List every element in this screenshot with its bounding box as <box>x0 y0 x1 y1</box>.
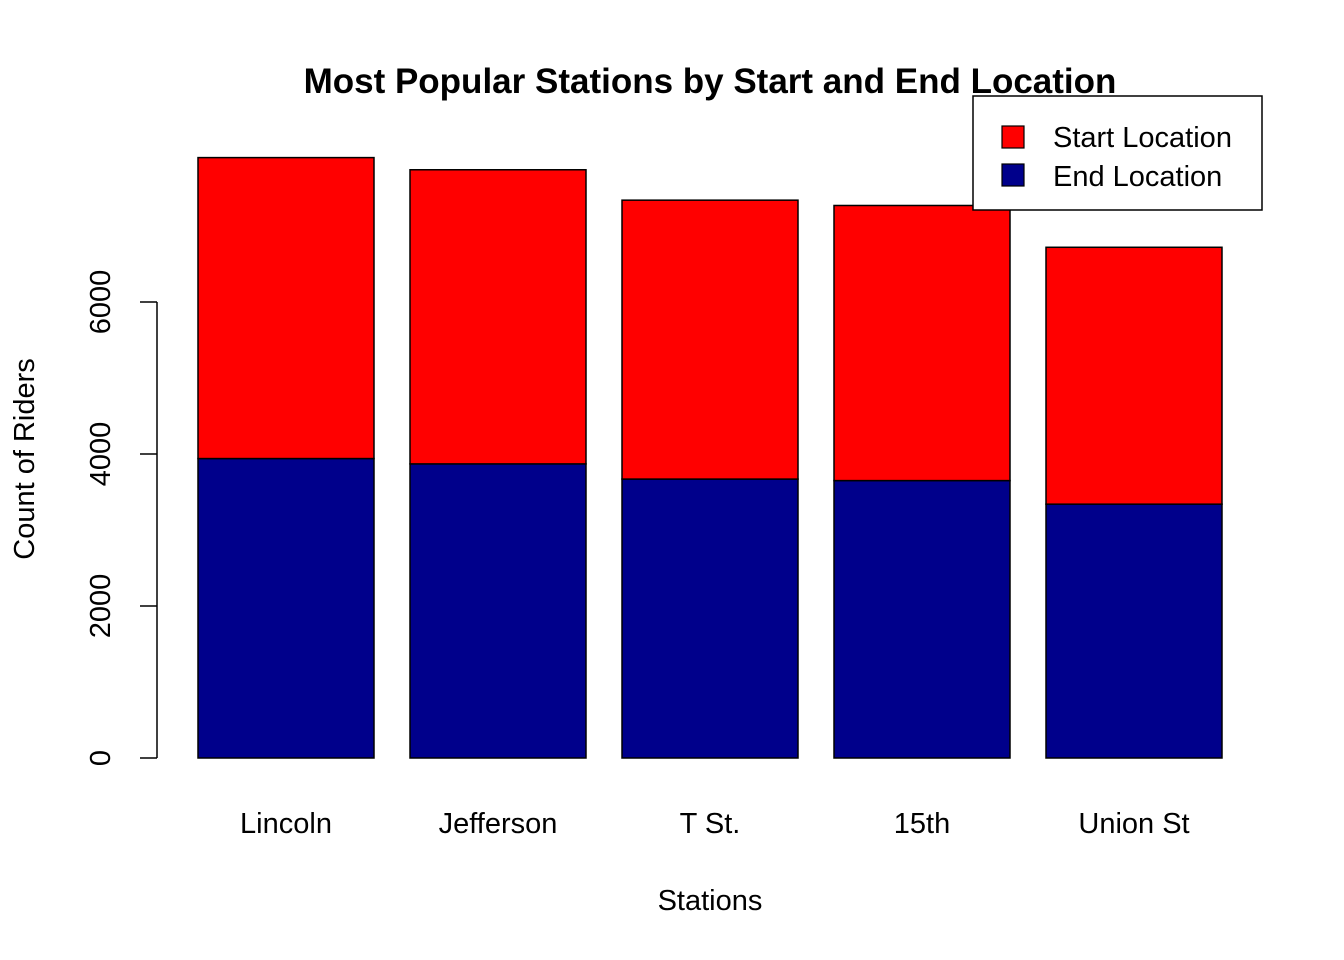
legend: Start Location End Location <box>972 95 1263 211</box>
bar-union-st-end-location <box>1045 503 1223 759</box>
legend-label-start-location: Start Location <box>1053 122 1232 154</box>
x-tick-label: 15th <box>894 808 950 840</box>
y-axis: 0 2000 4000 6000 <box>85 270 158 766</box>
legend-box <box>972 95 1263 211</box>
x-tick-label: Union St <box>1078 808 1189 840</box>
x-axis-title: Stations <box>658 885 763 917</box>
legend-swatch-start-location <box>1001 125 1025 149</box>
x-tick-label: Lincoln <box>240 808 332 840</box>
bar-jefferson-end-location <box>409 463 587 759</box>
bar-lincoln-end-location <box>197 457 375 759</box>
y-tick-label: 0 <box>85 750 117 766</box>
chart-title: Most Popular Stations by Start and End L… <box>304 62 1117 101</box>
bar-jefferson-start-location <box>409 169 587 465</box>
bar-t-st--end-location <box>621 478 799 759</box>
bar-15th-start-location <box>833 204 1011 482</box>
x-tick-label: T St. <box>680 808 741 840</box>
bars-group <box>197 156 1223 759</box>
bar-union-st-start-location <box>1045 246 1223 505</box>
y-axis-title: Count of Riders <box>9 358 41 560</box>
y-tick-label: 4000 <box>85 422 117 487</box>
y-tick-label: 6000 <box>85 270 117 335</box>
x-tick-label: Jefferson <box>439 808 558 840</box>
legend-swatch-end-location <box>1001 163 1025 187</box>
bar-lincoln-start-location <box>197 156 375 460</box>
bar-15th-end-location <box>833 479 1011 759</box>
x-axis-labels: Lincoln Jefferson T St. 15th Union St <box>240 808 1190 840</box>
y-tick-label: 2000 <box>85 574 117 639</box>
legend-label-end-location: End Location <box>1053 161 1222 193</box>
bar-t-st--start-location <box>621 199 799 480</box>
